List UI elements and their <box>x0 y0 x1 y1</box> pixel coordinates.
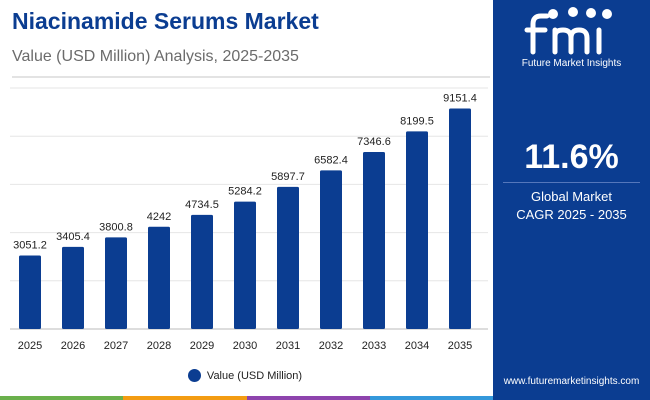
cagr-label-line2: CAGR 2025 - 2035 <box>516 207 627 222</box>
cagr-value: 11.6% <box>524 138 619 176</box>
bar-2027 <box>105 237 127 329</box>
x-tick-2028: 2028 <box>147 340 171 352</box>
value-label-2028: 4242 <box>147 211 171 223</box>
legend-swatch <box>187 369 201 382</box>
bars-group <box>19 108 471 329</box>
color-stripe <box>0 396 493 400</box>
stripe-green <box>0 396 124 400</box>
stripe-blue <box>369 396 493 400</box>
bar-2026 <box>62 246 84 329</box>
x-tick-2026: 2026 <box>61 340 85 352</box>
value-label-2031: 5897.7 <box>271 171 305 183</box>
header-divider <box>12 76 490 78</box>
value-labels: 3051.2 3405.4 3800.8 4242 4734.5 5284.2 5897.7… <box>13 92 477 251</box>
fmi-logo-icon <box>524 7 612 55</box>
sidebar: Future Market Insights 11.6% Global Mark… <box>493 0 650 400</box>
legend: Value (USD Million) <box>0 369 490 382</box>
x-tick-2032: 2032 <box>319 340 343 352</box>
bar-2033 <box>363 151 385 329</box>
value-label-2034: 8199.5 <box>400 115 434 127</box>
value-label-2035: 9151.4 <box>443 92 477 104</box>
value-label-2029: 4734.5 <box>185 199 219 211</box>
legend-label: Value (USD Million) <box>206 369 303 382</box>
cagr-divider <box>503 182 640 183</box>
cagr-label-line1: Global Market <box>531 189 612 204</box>
x-tick-2030: 2030 <box>233 340 257 352</box>
value-label-2026: 3405.4 <box>56 231 90 243</box>
x-tick-labels: 2025 2026 2027 2028 2029 2030 2031 2032 2033 2034… <box>18 340 472 352</box>
value-label-2027: 3800.8 <box>99 221 133 233</box>
bar-2034 <box>406 131 428 329</box>
value-label-2025: 3051.2 <box>13 239 47 251</box>
bar-2029 <box>191 214 213 329</box>
x-tick-2034: 2034 <box>405 340 429 352</box>
bar-2030 <box>234 201 256 329</box>
cagr-label: Global Market CAGR 2025 - 2035 <box>493 188 650 224</box>
bar-2031 <box>277 186 299 329</box>
bar-chart: 3051.2 3405.4 3800.8 4242 4734.5 5284.2 5897.7… <box>10 87 488 352</box>
bar-2025 <box>19 255 41 329</box>
x-tick-2025: 2025 <box>18 340 42 352</box>
x-tick-2029: 2029 <box>190 340 214 352</box>
bar-2028 <box>148 226 170 329</box>
value-label-2030: 5284.2 <box>228 186 262 198</box>
stripe-purple <box>246 396 370 400</box>
x-tick-2035: 2035 <box>448 340 472 352</box>
website-link[interactable]: www.futuremarketinsights.com <box>503 376 640 387</box>
value-label-2032: 6582.4 <box>314 154 348 166</box>
stripe-orange <box>123 396 247 400</box>
bar-2032 <box>320 170 342 329</box>
bar-2035 <box>449 108 471 329</box>
x-tick-2033: 2033 <box>362 340 386 352</box>
logo-text: Future Market Insights <box>521 58 622 69</box>
x-tick-2027: 2027 <box>104 340 128 352</box>
value-label-2033: 7346.6 <box>357 136 391 148</box>
x-tick-2031: 2031 <box>276 340 300 352</box>
chart-title: Niacinamide Serums Market <box>12 8 319 34</box>
chart-subtitle: Value (USD Million) Analysis, 2025-2035 <box>12 48 299 65</box>
